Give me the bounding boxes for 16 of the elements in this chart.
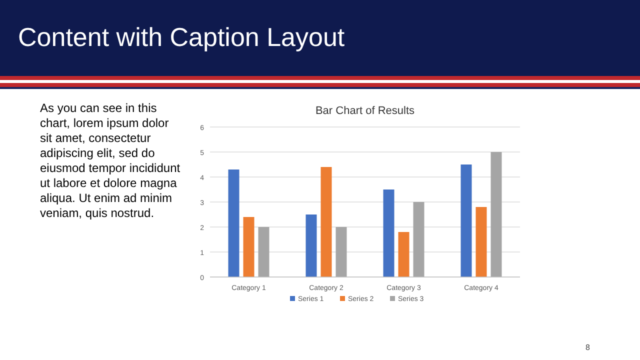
bar — [383, 190, 394, 277]
bar — [476, 207, 487, 277]
bar — [398, 232, 410, 277]
bar — [320, 167, 332, 277]
bar — [306, 214, 317, 277]
bar — [460, 164, 472, 277]
text: Content with Caption Layout — [18, 22, 346, 52]
bar — [258, 227, 270, 277]
bar — [336, 227, 347, 277]
bar — [243, 217, 254, 277]
chart-title: Bar Chart of Results — [315, 105, 416, 117]
bar — [228, 170, 240, 277]
bar — [413, 202, 424, 277]
text: As you can see in this chart, lorem ipsum dolor sit amet, consectetur adipiscing elit, sed do eiusmod tempor incididunt ut labore et dolore magna aliqua. Ut enim ad minim veniam, quis nostrud. — [40, 101, 181, 220]
text: 8 — [586, 343, 591, 352]
bar — [490, 152, 502, 277]
